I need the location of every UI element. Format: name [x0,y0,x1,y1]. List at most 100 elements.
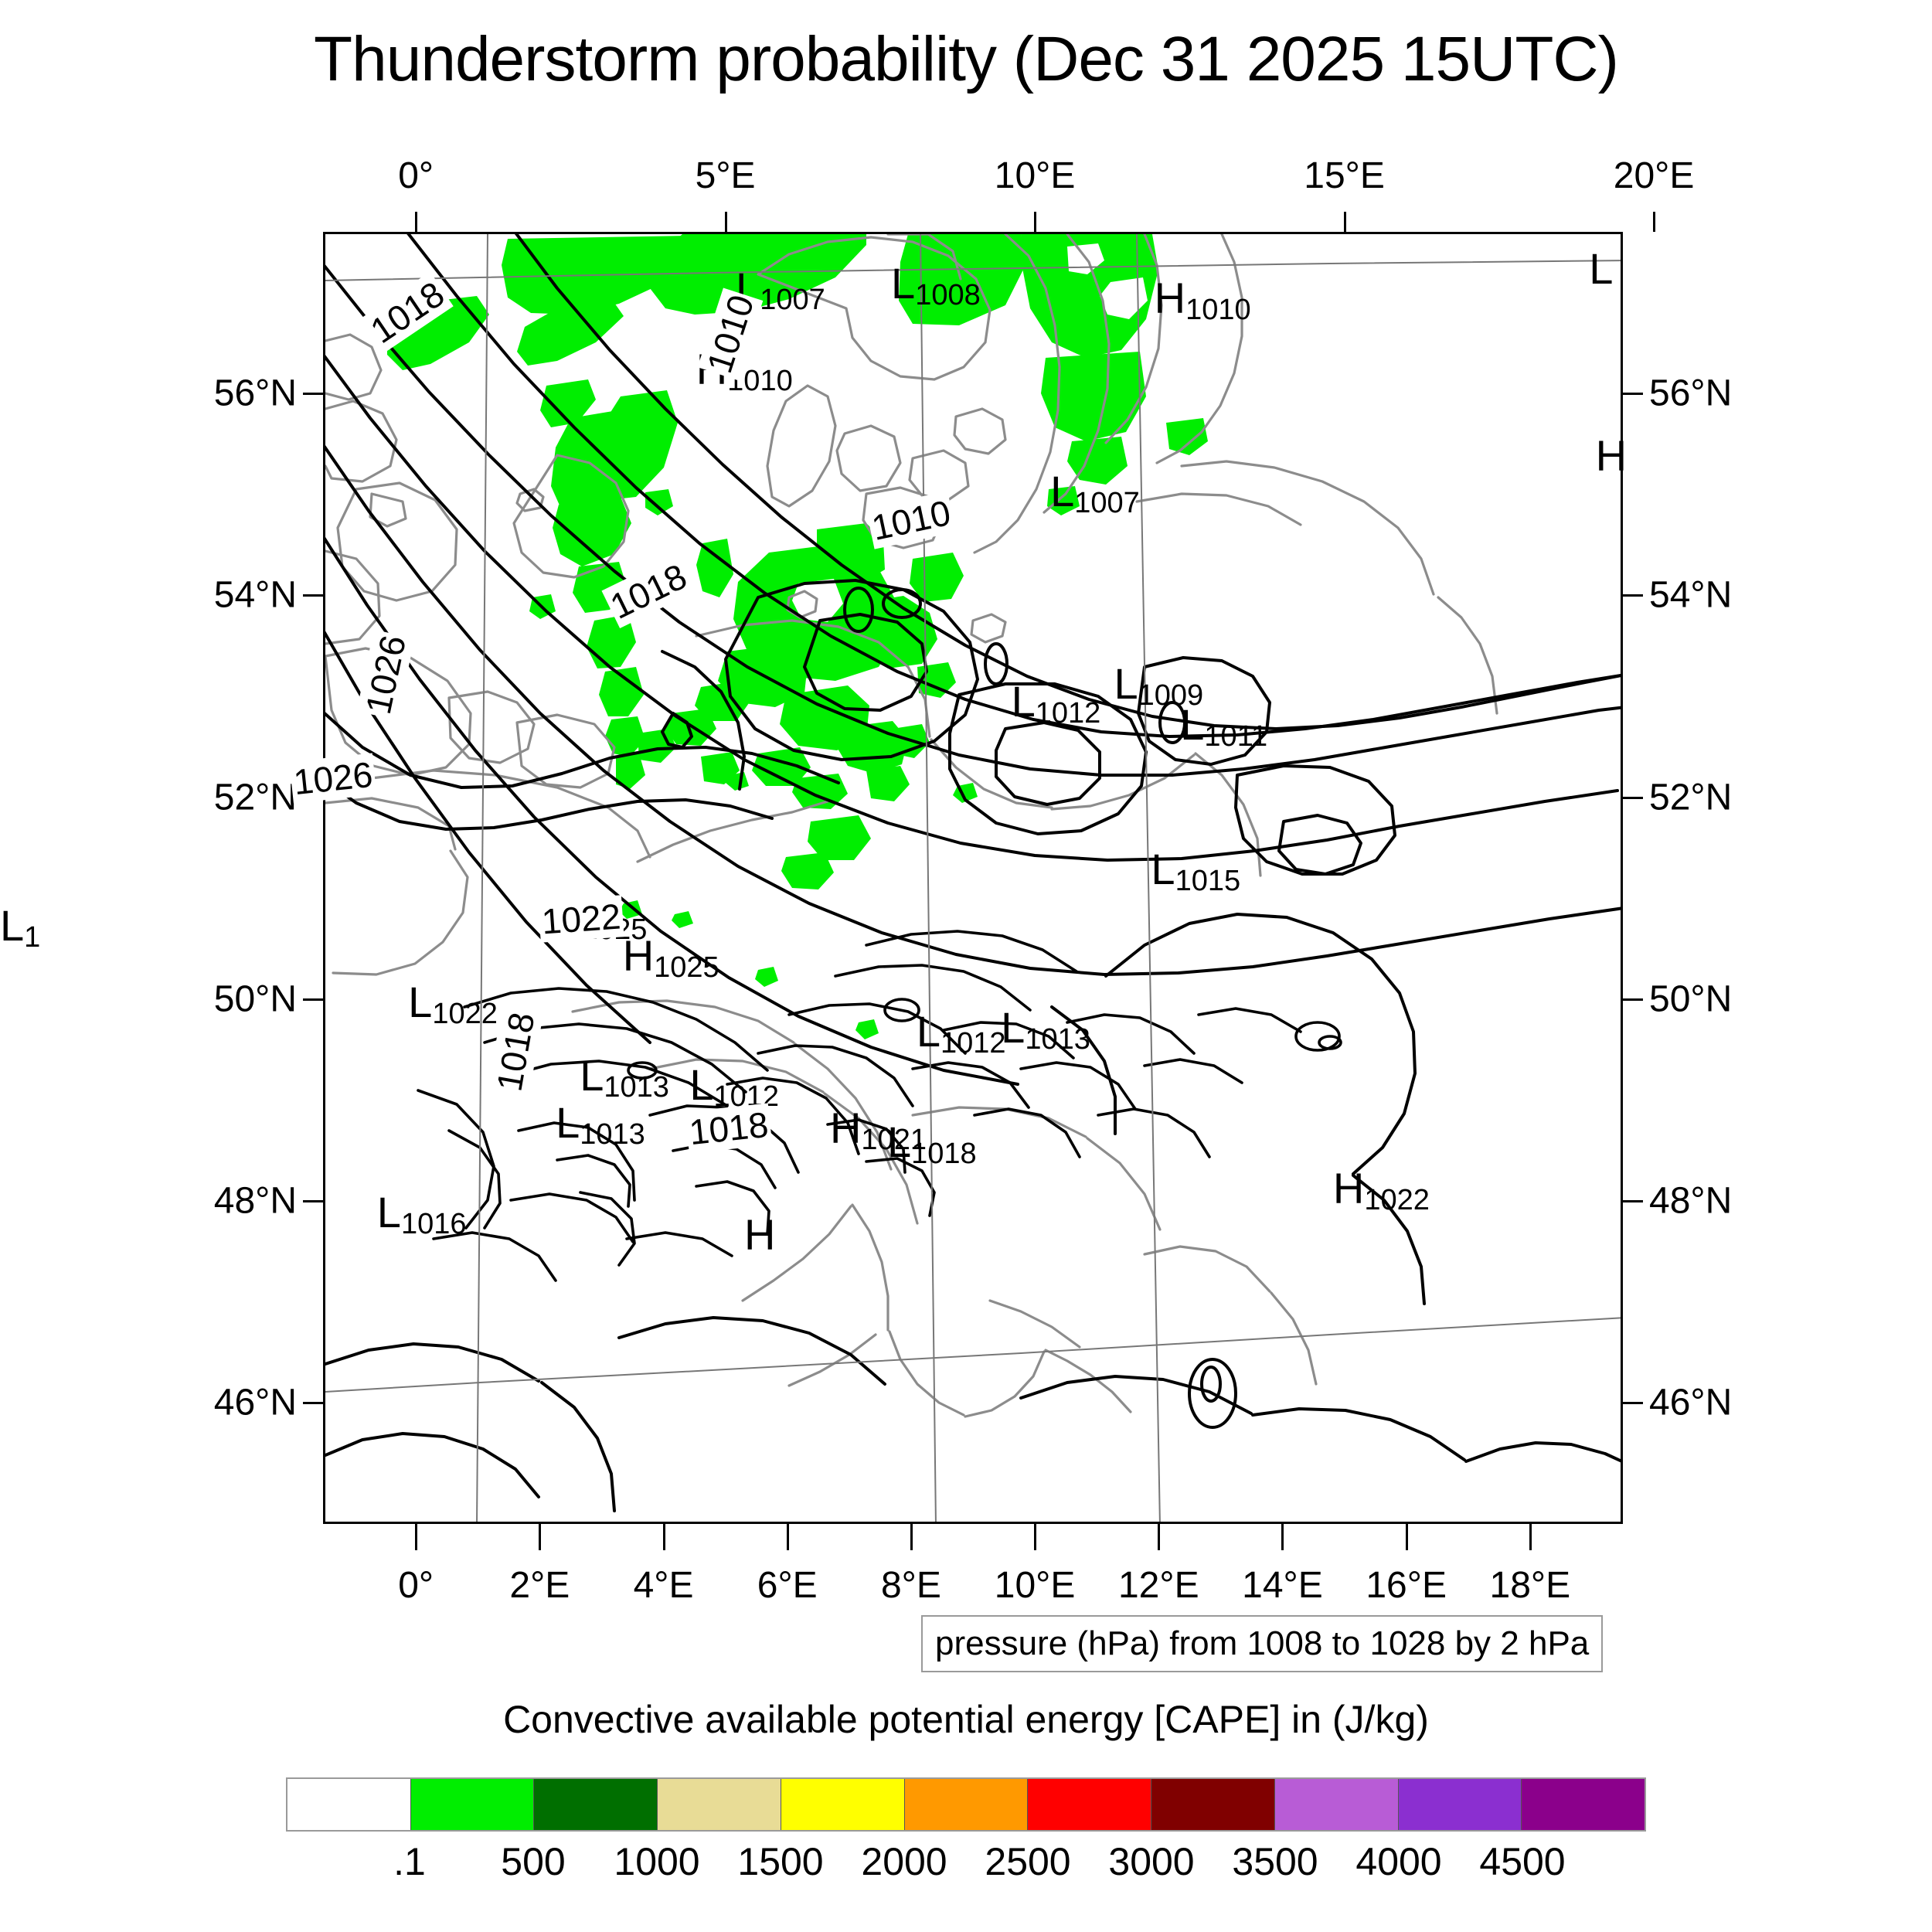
axis-tick-label-bottom-6: 12°E [1117,1565,1199,1606]
colorbar-swatch-10[interactable] [1521,1779,1645,1830]
axis-tick [303,393,323,395]
colorbar-tick-label-8: 4000 [1355,1840,1442,1883]
pressure-center-value: 1012 [1035,697,1101,730]
pressure-center-type: H [743,1209,776,1259]
axis-tick-label-top-3: 15°E [1304,155,1385,196]
pressure-center-l-8: L1009 [1114,658,1203,710]
colorbar-tick-label-4: 2000 [861,1840,947,1883]
colorbar-swatch-2[interactable] [533,1779,658,1830]
colorbar-tick-label-7: 3500 [1232,1840,1318,1883]
axis-tick [1158,1524,1161,1550]
axis-tick [1623,1200,1643,1202]
axis-tick-label-left-4: 48°N [213,1180,297,1222]
colorbar-swatch-0[interactable] [287,1779,410,1830]
pressure-center-type: L [580,1051,604,1100]
axis-tick-label-right-0: 56°N [1649,372,1733,414]
colorbar-swatch-1[interactable] [410,1779,534,1830]
pressure-center-l-6: L1007 [1050,470,1140,519]
axis-tick-label-right-2: 52°N [1649,777,1733,818]
isobar-label-8: 1018 [685,1103,773,1154]
isobar-label-6: 1022 [537,894,624,943]
pressure-center-value: 1009 [1138,679,1204,712]
colorbar-tick-label-5: 2500 [985,1840,1071,1883]
colorbar-tick-label-1: 500 [501,1840,566,1883]
pressure-center-type: L [1151,844,1175,893]
pressure-center-value: 1012 [940,1027,1006,1060]
colorbar-tick-label-3: 1500 [737,1840,824,1883]
colorbar-swatch-3[interactable] [657,1779,781,1830]
pressure-note: pressure (hPa) from 1008 to 1028 by 2 hP… [921,1615,1604,1672]
colorbar-swatch-5[interactable] [903,1779,1028,1830]
map-graphics [325,234,1621,1522]
axis-tick [1623,1402,1643,1405]
colorbar-swatch-7[interactable] [1151,1779,1274,1830]
pressure-center-l-23: L1016 [377,1191,467,1240]
pressure-center-l-18: L1012 [689,1060,779,1111]
axis-tick [415,212,418,232]
axis-tick-label-top-1: 5°E [695,155,756,196]
pressure-center-type: L [891,259,916,308]
pressure-center-value: 1025 [654,951,719,984]
pressure-center-type: L [556,1098,580,1148]
axis-tick-label-left-2: 52°N [213,777,297,818]
pressure-center-l-19: L1013 [556,1098,645,1150]
colorbar-tick-label-2: 1000 [614,1840,700,1883]
axis-tick-label-bottom-8: 16°E [1366,1565,1447,1606]
colorbar-tick-label-0: .1 [393,1840,426,1883]
pressure-center-type: H [829,1103,862,1152]
page-title: Thunderstorm probability (Dec 31 2025 15… [314,24,1619,94]
pressure-center-h-13: H1025 [622,930,719,982]
pressure-center-l-4: L [1589,247,1613,291]
axis-tick [1405,1524,1408,1550]
pressure-center-type: H [622,930,655,980]
colorbar-tick-label-6: 3000 [1108,1840,1195,1883]
colorbar[interactable] [286,1777,1646,1832]
pressure-center-l-1: L1008 [891,259,981,311]
pressure-center-type: L [1001,1003,1026,1053]
pressure-center-value: 1021 [861,1123,927,1156]
isobar-layer [325,234,1621,1512]
pressure-center-l-21: L1018 [887,1120,977,1168]
axis-tick-label-left-1: 54°N [213,574,297,616]
map-panel[interactable] [323,232,1623,1524]
axis-tick [1034,212,1037,232]
colorbar-swatch-8[interactable] [1274,1779,1398,1830]
pressure-center-type: H [1595,430,1628,480]
map-canvas [325,234,1621,1522]
axis-tick [1623,998,1643,1001]
axis-tick-label-bottom-9: 18°E [1489,1565,1571,1606]
axis-tick [1653,212,1656,232]
colorbar-swatch-9[interactable] [1397,1779,1522,1830]
pressure-center-value: 1022 [1364,1183,1430,1216]
axis-tick [539,1524,542,1550]
axis-tick-label-top-0: 0° [398,155,434,196]
pressure-center-l-9: L1011 [1180,700,1267,752]
pressure-center-type: L [689,1060,714,1109]
pressure-center-l-15: L1012 [917,1010,1006,1059]
axis-tick-label-bottom-1: 2°E [509,1565,570,1606]
pressure-center-type: L [1114,658,1138,708]
pressure-center-h-22: H1022 [1332,1163,1430,1215]
axis-tick [1623,594,1643,597]
axis-tick [786,1524,789,1550]
axis-tick [303,1200,323,1202]
pressure-center-type: H [1332,1163,1365,1213]
pressure-center-type: L [408,977,433,1026]
axis-tick-label-bottom-2: 4°E [633,1565,694,1606]
axis-tick [303,1402,323,1405]
axis-tick-label-left-3: 50°N [213,978,297,1020]
pressure-center-l-17: L1013 [580,1051,669,1103]
axis-tick-label-bottom-5: 10°E [994,1565,1076,1606]
pressure-center-value: 1018 [911,1137,977,1170]
colorbar-swatch-6[interactable] [1027,1779,1151,1830]
pressure-center-value: 1007 [1074,487,1140,520]
pressure-center-l-14: L1022 [408,977,498,1029]
pressure-center-value: 1013 [580,1118,645,1151]
pressure-center-value: 1013 [1025,1023,1090,1056]
colorbar-swatch-4[interactable] [780,1779,904,1830]
pressure-center-type: L [1180,700,1205,750]
pressure-center-h-24: H [744,1213,775,1257]
axis-tick [1281,1524,1284,1550]
pressure-center-type: H [1154,273,1186,322]
axis-tick-label-bottom-0: 0° [398,1565,434,1606]
